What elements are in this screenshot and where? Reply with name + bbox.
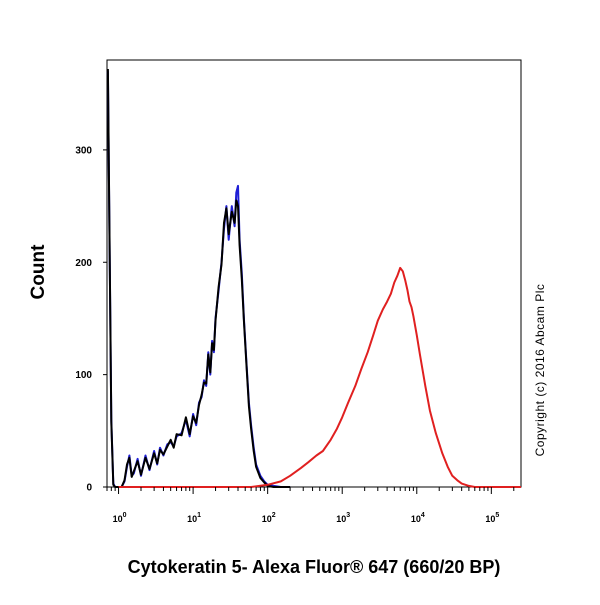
series-line-1 [106, 71, 291, 488]
x-tick-label: 104 [411, 512, 425, 524]
series-layer [106, 68, 521, 488]
x-tick-label: 101 [187, 512, 201, 524]
x-tick-label: 102 [262, 512, 276, 524]
y-tick-label: 100 [75, 370, 92, 381]
copyright-annotation: Copyright (c) 2016 Abcam Plc [533, 284, 547, 457]
series-line-2 [106, 68, 291, 488]
x-tick-label: 100 [113, 512, 127, 524]
x-axis: 100 101 102 103 104 105 [106, 487, 515, 524]
x-axis-label: Cytokeratin 5- Alexa Fluor® 647 (660/20 … [128, 557, 501, 577]
y-tick-label: 300 [75, 145, 92, 156]
y-axis: 0 100 200 300 [75, 145, 107, 494]
y-tick-label: 200 [75, 258, 92, 269]
x-tick-label: 103 [336, 512, 350, 524]
series-line-3 [118, 266, 521, 488]
y-axis-label: Count [28, 244, 49, 300]
plot-frame [106, 59, 522, 488]
y-tick-label: 0 [86, 483, 92, 494]
x-tick-label: 105 [485, 512, 499, 524]
